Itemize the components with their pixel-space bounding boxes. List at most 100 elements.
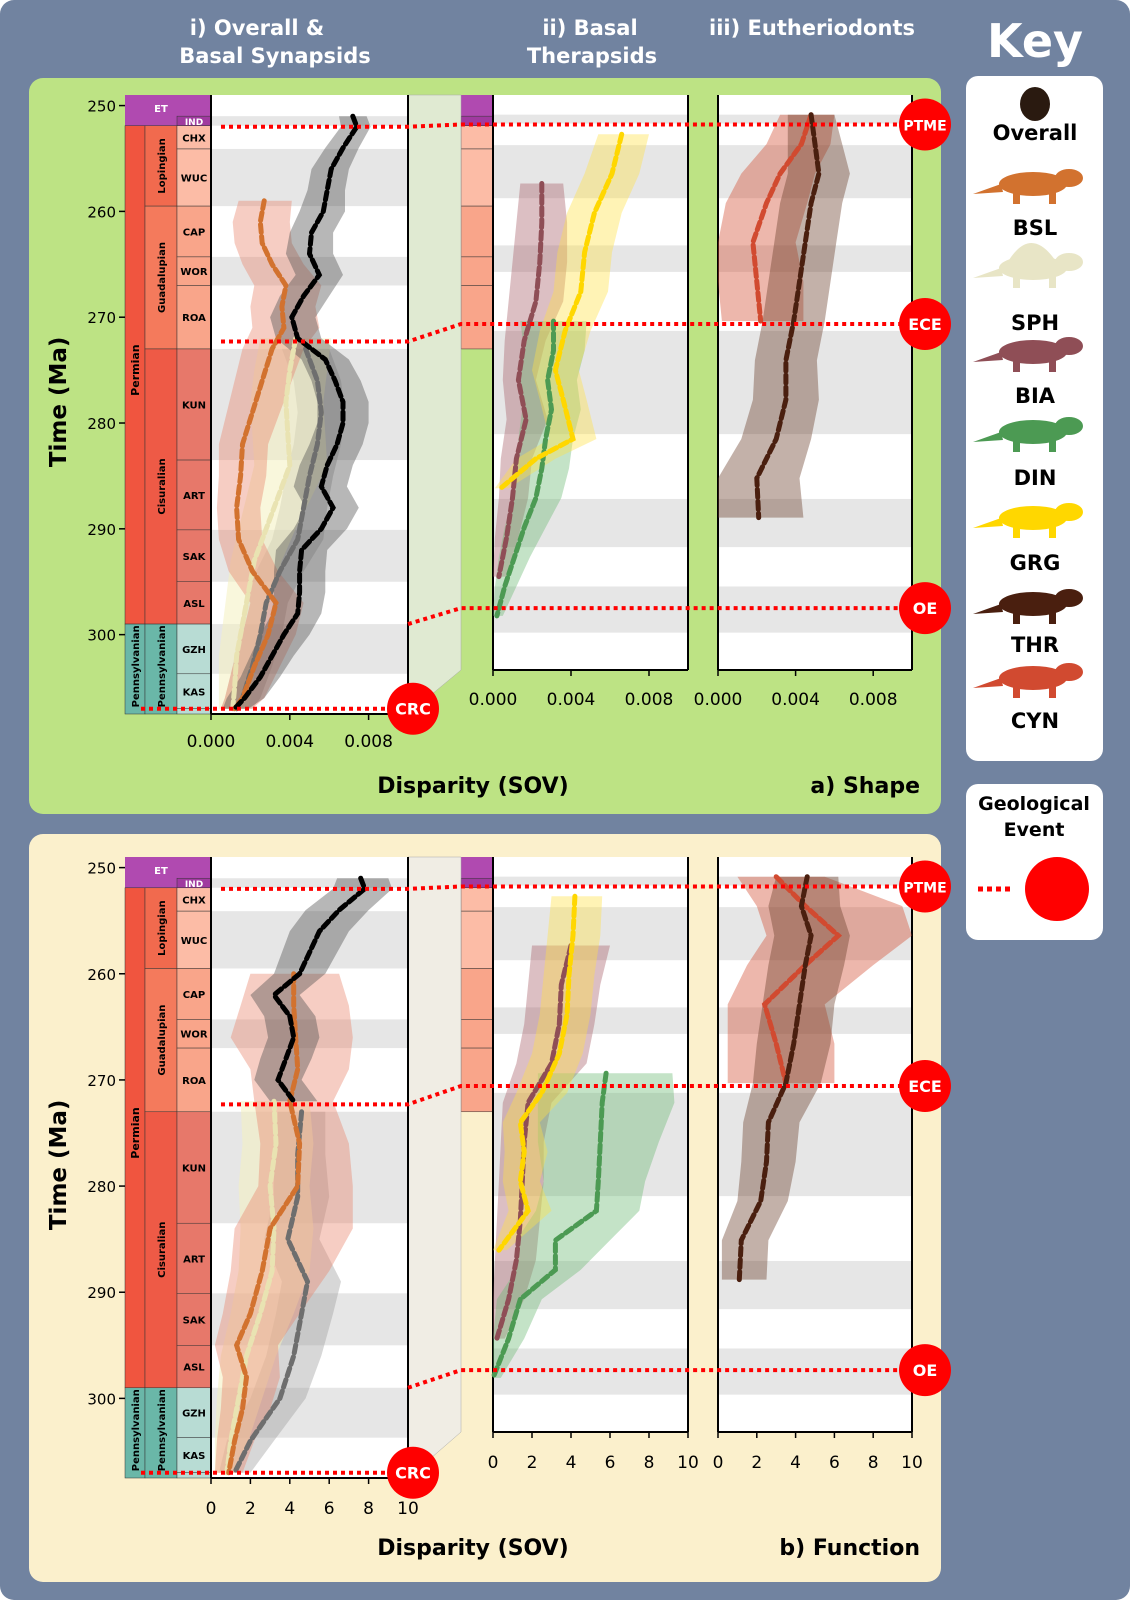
stage-roa-label: ROA — [182, 1076, 206, 1087]
band-bia — [493, 945, 610, 1339]
x-tick-label: 0.004 — [547, 690, 596, 710]
stage-kun-label: KUN — [182, 401, 206, 412]
stage-cap-bar — [176, 968, 212, 1020]
stage-roa-label: ROA — [182, 313, 206, 324]
stage-wor-label: WOR — [180, 267, 208, 278]
dimetrodon-silhouette-icon — [973, 243, 1083, 288]
series-lopingian-bar — [144, 125, 178, 207]
x-tick-label: 0.008 — [849, 690, 898, 710]
band-cyn — [718, 114, 835, 322]
stage-band — [718, 114, 912, 124]
stage-band — [211, 116, 408, 126]
stage-roa-bar — [176, 285, 212, 350]
event-marker-oe — [899, 1344, 951, 1397]
series-pennsylvanian-label: Pennsylvanian — [157, 625, 168, 707]
panel-title: b) Function — [779, 1536, 920, 1561]
y-tick-label-270: 270 — [87, 309, 116, 327]
stage-band — [211, 911, 408, 969]
key-label-overall: Overall — [993, 121, 1078, 145]
stage-wuc-label: WUC — [181, 936, 208, 947]
y-tick-label-270: 270 — [87, 1072, 116, 1090]
dinocephalian-silhouette-icon — [973, 417, 1083, 452]
series-pennsylvanian-bar — [144, 623, 178, 715]
series-guadalupian-label: Guadalupian — [157, 1005, 168, 1076]
x-tick-label: 0.008 — [344, 732, 393, 752]
key-title: Key — [987, 14, 1083, 68]
x-tick-label: 2 — [527, 1453, 538, 1473]
x-tick-label: 6 — [324, 1499, 335, 1519]
stage-cap-label: CAP — [183, 227, 205, 238]
series-et-label: ET — [154, 104, 168, 115]
event-line-ptme — [221, 122, 912, 129]
stage-kun-label: KUN — [182, 1164, 206, 1175]
y-tick-label-290: 290 — [87, 521, 116, 539]
band-overall — [250, 878, 393, 1102]
x-axis-label: Disparity (SOV) — [377, 1536, 569, 1561]
gorgonopsian-silhouette-icon — [973, 503, 1083, 538]
system-permian-label: Permian — [129, 1107, 142, 1158]
stage-band — [493, 876, 688, 886]
line-sph — [224, 1098, 279, 1476]
stage-band — [718, 245, 912, 272]
y-axis-label: Time (Ma) — [46, 337, 72, 468]
y-tick-label-250: 250 — [87, 98, 116, 116]
stage-band — [211, 256, 408, 286]
series-guadalupian-bar — [144, 968, 178, 1113]
ts2-stage-roa-bar — [460, 1047, 494, 1113]
stage-wuc-bar — [176, 148, 212, 207]
stage-gzh-label: GZH — [182, 1409, 206, 1420]
event-label-oe: OE — [913, 1361, 938, 1380]
ts2-stage-wor-bar — [460, 256, 494, 286]
event-marker-ptme — [899, 98, 951, 151]
series-lopingian-bar — [144, 887, 178, 969]
stage-band — [493, 114, 688, 124]
stage-band — [211, 878, 408, 888]
line-bia — [496, 181, 545, 580]
pelycosaur-silhouette-icon — [973, 169, 1083, 204]
x-tick-label: 8 — [644, 1453, 655, 1473]
system-et-bar — [125, 95, 145, 126]
event-label-ece: ECE — [908, 315, 942, 334]
y-tick-label-300: 300 — [87, 1390, 116, 1408]
panel-b-function: Permian Pennsylvanian ET Lopingian Guadalupi… — [46, 856, 951, 1561]
stage-band — [493, 907, 688, 961]
ts2-et-bar — [461, 95, 493, 117]
event-label-crc: CRC — [395, 1464, 431, 1483]
line-thr — [754, 112, 822, 521]
event-marker-crc — [387, 682, 439, 735]
system-pennsylvanian-label: Pennsylvanian — [131, 625, 142, 707]
line-sph — [230, 335, 299, 712]
ts2-et-bar — [461, 857, 493, 879]
series-cisuralian-label: Cisuralian — [157, 458, 168, 514]
x-tick-label: 0 — [206, 1499, 217, 1519]
col1-header-line1: i) Overall & — [190, 16, 324, 40]
stage-ind-label: IND — [185, 118, 203, 128]
line-din — [494, 318, 556, 619]
key-label-din: DIN — [1014, 466, 1057, 490]
event-key-title-line1: Geological — [978, 793, 1090, 815]
x-tick-label: 0.004 — [265, 732, 314, 752]
event-label-ptme: PTME — [903, 880, 946, 896]
stage-band — [493, 245, 688, 272]
band-overall — [222, 116, 371, 709]
stage-chx-label: CHX — [182, 133, 206, 144]
key-label-bia: BIA — [1015, 384, 1056, 408]
x-tick-label: 2 — [751, 1453, 762, 1473]
key-label-sph: SPH — [1011, 311, 1059, 335]
series-cisuralian-bar — [144, 348, 178, 625]
stage-et-bar — [177, 95, 211, 117]
line-cyn — [750, 112, 814, 324]
stage-wuc-label: WUC — [181, 174, 208, 185]
ts2-stage-chx-bar — [460, 125, 494, 150]
stage-ind-label: IND — [185, 880, 203, 890]
cynodont-silhouette-icon — [973, 663, 1083, 698]
ts2-stage-roa-bar — [460, 285, 494, 350]
stage-kun-bar — [176, 348, 212, 461]
x-tick-label: 0 — [713, 1453, 724, 1473]
series-lopingian-label: Lopingian — [157, 138, 168, 193]
y-tick-label-280: 280 — [87, 1178, 116, 1196]
stage-band — [211, 1019, 408, 1049]
ts2-stage-cap-bar — [460, 968, 494, 1020]
event-key-title-line2: Event — [1004, 819, 1065, 841]
